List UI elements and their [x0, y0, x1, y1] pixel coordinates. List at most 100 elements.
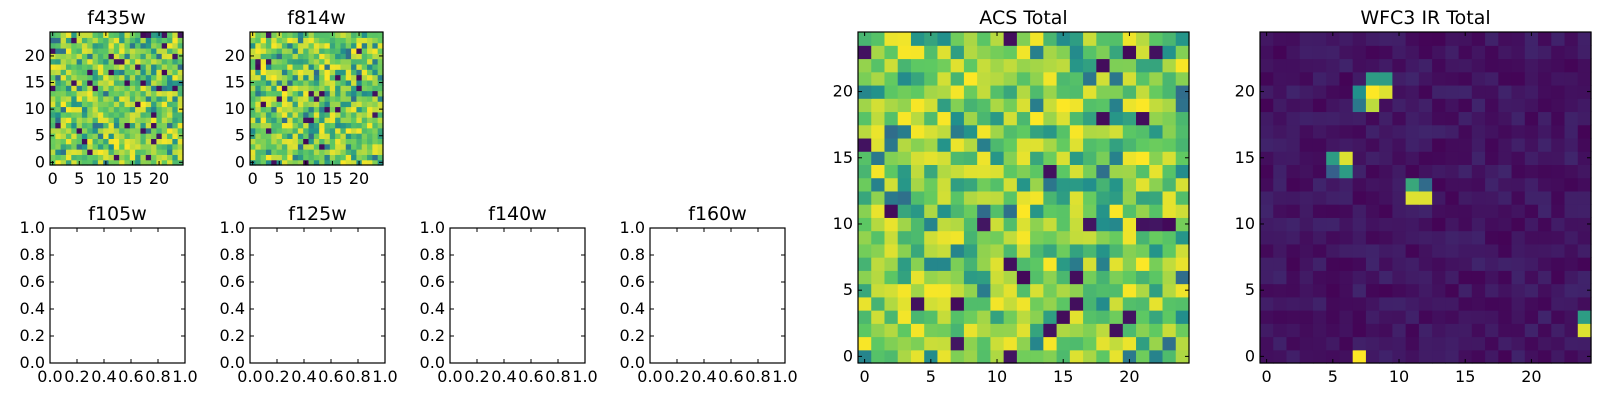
heatmap-cell [161, 79, 168, 86]
heatmap-cell [119, 47, 126, 54]
heatmap-cell [55, 79, 62, 86]
heatmap-cell [1175, 283, 1190, 298]
heatmap-cell [937, 58, 952, 73]
heatmap-cell [1069, 151, 1084, 165]
heatmap-cell [1471, 243, 1486, 258]
heatmap-cell [250, 85, 256, 92]
heatmap-cell [1485, 177, 1499, 192]
heatmap-cell [50, 85, 56, 92]
heatmap-cell [1109, 323, 1124, 338]
heatmap-cell [92, 85, 99, 92]
heatmap-cell [156, 58, 163, 65]
heatmap-cell [1056, 84, 1071, 99]
heatmap-cell [1299, 349, 1314, 364]
heatmap-cell [92, 69, 99, 76]
heatmap-cell [884, 190, 899, 205]
heatmap-cell [265, 32, 272, 38]
axes-frame [49, 227, 186, 364]
heatmap-cell [1043, 151, 1058, 165]
heatmap-cell [119, 111, 126, 118]
heatmap-cell [1069, 111, 1084, 126]
heatmap-cell [60, 90, 67, 97]
heatmap-cell [1003, 296, 1018, 311]
heatmap-cell [1564, 137, 1579, 152]
heatmap-cell [871, 71, 886, 86]
heatmap-cell [92, 90, 99, 97]
heatmap-cell [271, 143, 278, 150]
heatmap-cell [1273, 257, 1288, 271]
heatmap-cell [303, 47, 310, 54]
heatmap-cell [377, 111, 384, 118]
y-tick-label: 15 [833, 148, 853, 167]
heatmap-cell [1379, 190, 1393, 205]
heatmap-cell [990, 137, 1005, 152]
heatmap-cell [265, 154, 272, 161]
heatmap-cell [977, 336, 991, 351]
heatmap-cell [1352, 164, 1367, 179]
heatmap-cell [1498, 164, 1513, 179]
heatmap-cell [145, 127, 152, 134]
heatmap-cell [76, 149, 83, 155]
heatmap-cell [1149, 124, 1164, 139]
heatmap-cell [351, 133, 357, 139]
heatmap-cell [1273, 177, 1288, 192]
heatmap-cell [1432, 124, 1446, 139]
heatmap-cell [303, 79, 310, 86]
heatmap-cell [335, 138, 342, 145]
heatmap-cell [81, 58, 88, 65]
heatmap-cell [1003, 32, 1018, 46]
heatmap-cell [1109, 217, 1124, 232]
heatmap-cell [1056, 270, 1071, 285]
heatmap-cell [145, 63, 152, 70]
heatmap-cell [345, 79, 352, 86]
heatmap-cell [990, 58, 1005, 73]
heatmap-cell [1458, 204, 1473, 218]
heatmap-cell [287, 101, 294, 108]
heatmap-cell [1030, 243, 1044, 258]
heatmap-cell [1043, 243, 1058, 258]
heatmap-cell [1577, 58, 1592, 73]
heatmap-cell [1379, 283, 1393, 298]
heatmap-cell [1312, 98, 1327, 113]
heatmap-cell [1136, 336, 1150, 351]
heatmap-cell [1299, 84, 1314, 99]
heatmap-cell [1418, 310, 1433, 324]
heatmap-cell [145, 74, 152, 81]
heatmap-cell [1286, 137, 1301, 152]
heatmap-cell [1030, 323, 1044, 338]
heatmap-cell [81, 127, 88, 134]
heatmap-cell [329, 85, 336, 92]
heatmap-cell [308, 32, 315, 38]
heatmap-cell [340, 74, 347, 81]
heatmap-cell [255, 37, 262, 44]
heatmap-cell [1445, 137, 1460, 152]
heatmap-cell [1418, 177, 1433, 192]
heatmap-cell [871, 151, 886, 165]
heatmap-cell [1016, 177, 1031, 192]
y-tick-label: 15 [225, 73, 245, 92]
heatmap-cell [1564, 270, 1579, 285]
heatmap-cell [871, 137, 886, 152]
x-tick-label: 15 [1053, 367, 1073, 386]
heatmap-cell [1096, 137, 1111, 152]
heatmap-cell [1458, 190, 1473, 205]
y-tick-label: 0.4 [20, 299, 45, 318]
heatmap-cell [303, 122, 310, 129]
heatmap-cell [937, 164, 952, 179]
heatmap-cell [250, 149, 256, 155]
heatmap-cell [292, 127, 299, 134]
heatmap-cell [1122, 164, 1137, 179]
heatmap-cell [140, 149, 147, 155]
heatmap-cell [76, 138, 83, 145]
heatmap-cell [1312, 230, 1327, 245]
heatmap-cell [1405, 111, 1420, 126]
heatmap-cell [319, 149, 326, 155]
heatmap-cell [87, 101, 94, 108]
heatmap-cell [1043, 98, 1058, 113]
heatmap-cell [1122, 283, 1137, 298]
heatmap-cell [281, 95, 288, 102]
heatmap-cell [281, 69, 288, 76]
heatmap-cell [977, 217, 991, 232]
heatmap-cell [172, 159, 179, 166]
heatmap-cell [356, 85, 363, 92]
